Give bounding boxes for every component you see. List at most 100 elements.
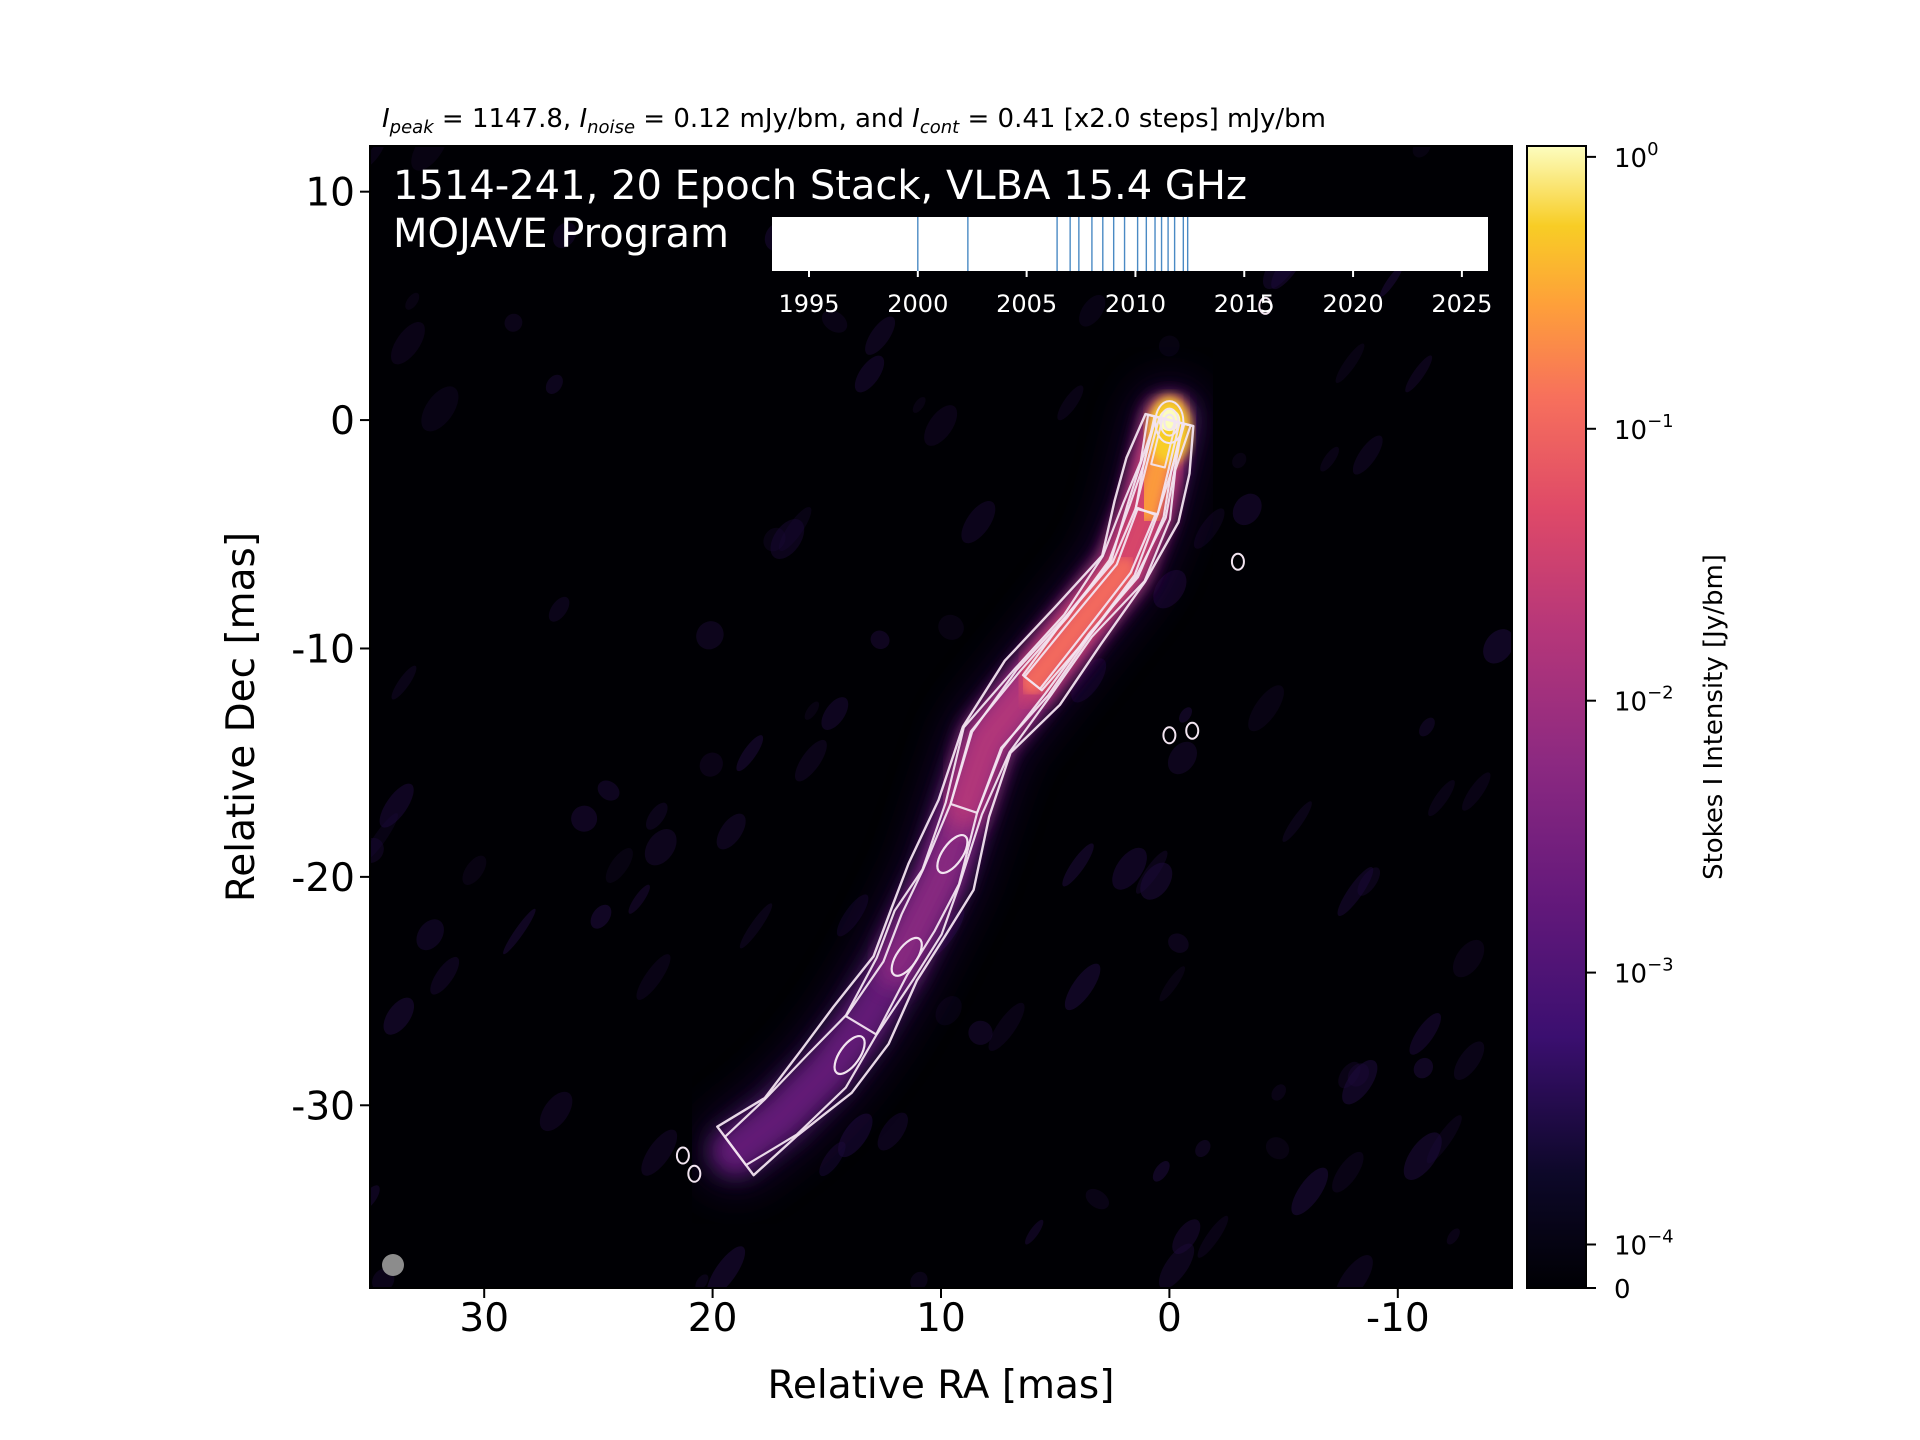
x-tick-label: 20 — [688, 1296, 738, 1341]
image-layer — [370, 146, 1512, 1288]
noise-blob — [416, 919, 444, 951]
x-tick-label: 30 — [459, 1296, 509, 1341]
noise-blob — [854, 355, 885, 393]
noise-blob — [1193, 508, 1225, 549]
noise-blob — [548, 596, 570, 622]
noise-blob — [644, 828, 677, 866]
source-title: 1514-241, 20 Epoch Stack, VLBA 15.4 GHz — [393, 163, 1247, 209]
colorbar-tick-label: 10−1 — [1614, 411, 1674, 446]
noise-blob — [1064, 963, 1101, 1011]
contour-core — [1163, 413, 1176, 431]
noise-blob — [968, 1020, 993, 1045]
y-tick-label: -30 — [291, 1084, 355, 1129]
timeline-tick-label: 2000 — [887, 290, 948, 318]
contour-island — [1162, 726, 1177, 745]
colorbar — [1526, 145, 1587, 1289]
colorbar-tick-label: 0 — [1614, 1275, 1631, 1305]
contour-island — [1185, 721, 1200, 740]
noise-blob — [877, 1112, 908, 1151]
noise-blob — [545, 374, 563, 395]
colorbar-tick-label: 10−3 — [1614, 955, 1674, 990]
epoch-lines — [917, 217, 1189, 271]
noise-blob — [504, 313, 523, 332]
noise-blob — [462, 855, 487, 885]
noise-blob — [1232, 493, 1262, 526]
colorbar-tick-label: 100 — [1614, 139, 1659, 174]
noise-blob — [383, 997, 415, 1035]
noise-blob — [1452, 939, 1485, 978]
contour-knot — [890, 936, 923, 977]
contour — [1150, 417, 1178, 469]
noise-blob — [1178, 707, 1193, 723]
timeline-tick-label: 2020 — [1323, 290, 1384, 318]
contour-island — [675, 1146, 690, 1165]
noise-blob — [1320, 446, 1340, 472]
colorbar-label: Stokes I Intensity [Jy/bm] — [1699, 554, 1729, 880]
noise-blob — [1332, 1151, 1364, 1193]
noise-blob — [391, 665, 417, 700]
noise-blob — [597, 780, 620, 801]
noise-blob — [924, 405, 958, 446]
contour-knot — [936, 834, 969, 875]
noise-blob — [379, 783, 414, 828]
contour — [1023, 506, 1157, 690]
noise-blob — [865, 316, 896, 355]
noise-blob — [1403, 1132, 1442, 1180]
noise-blob — [1025, 1219, 1044, 1245]
noise-blob — [641, 1129, 678, 1176]
noise-blob — [405, 292, 420, 310]
noise-blob — [1337, 867, 1374, 917]
noise-blob — [935, 996, 962, 1026]
x-axis: 30 20 10 0 -10 — [459, 1288, 1430, 1341]
noise-blob — [716, 813, 746, 850]
noise-blob — [370, 146, 386, 168]
x-axis-label: Relative RA [mas] — [768, 1363, 1115, 1408]
noise-blob — [1195, 1139, 1211, 1158]
colorbar-tick-label: 10−4 — [1614, 1226, 1674, 1261]
noise-blob — [628, 884, 650, 914]
noise-blob — [411, 146, 448, 171]
noise-blob — [1334, 1255, 1373, 1288]
noise-blob — [636, 954, 671, 1000]
noise-blob — [1409, 1013, 1442, 1055]
noise-blob — [794, 739, 827, 782]
colorbar-ticks: 100 10−1 10−2 10−3 10−4 0 — [1586, 139, 1674, 1305]
noise-blob — [1197, 1215, 1229, 1258]
noise-blob — [1291, 1167, 1329, 1216]
noise-blob — [938, 614, 964, 640]
noise-blob — [695, 1274, 709, 1288]
contour-core — [1154, 400, 1185, 445]
timeline-box — [772, 217, 1488, 271]
noise-blob — [1412, 146, 1431, 158]
noise-blob — [910, 1271, 928, 1288]
noise-blob — [696, 621, 724, 650]
noise-blob — [1282, 801, 1312, 842]
noise-blob — [1071, 658, 1107, 703]
noise-blob — [645, 802, 668, 830]
noise-blob — [1140, 862, 1173, 900]
noise-blob — [503, 908, 536, 955]
noise-blob — [870, 630, 890, 650]
contour-island — [687, 1164, 702, 1183]
noise-blob — [1342, 1059, 1378, 1105]
noise-blob — [1453, 1041, 1485, 1080]
noise-blob — [912, 396, 926, 413]
noise-blob — [421, 386, 459, 432]
noise-blob — [804, 701, 820, 720]
noise-blob — [1232, 452, 1247, 469]
noise-blob — [1462, 772, 1491, 811]
noise-blob — [1380, 265, 1403, 297]
y-tick-label: 10 — [305, 171, 355, 216]
epoch-timeline: 1995 2000 2005 2010 2015 2020 2025 — [772, 217, 1492, 318]
noise-blob — [539, 1091, 573, 1132]
noise-blob — [821, 697, 849, 730]
contour-lines — [675, 296, 1273, 1183]
noise-blob — [1413, 1057, 1434, 1079]
noise-blob — [1172, 1219, 1201, 1255]
noise-blob — [552, 222, 577, 249]
contour — [723, 413, 1192, 1167]
colorbar-tick-label: 10−2 — [1614, 683, 1674, 718]
noise-blob — [1159, 966, 1186, 1002]
noise-blob — [1057, 385, 1084, 421]
